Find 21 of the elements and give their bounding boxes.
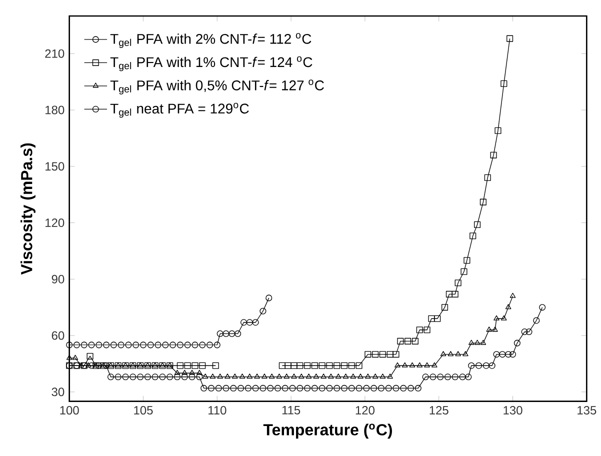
x-tick-label: 100 [60, 406, 79, 415]
x-tick-label: 120 [356, 406, 374, 415]
x-tick-label: 115 [282, 406, 300, 414]
x-tick-label: 125 [430, 406, 448, 415]
x-axis-title: Temperature ($^{o}$C) [263, 424, 392, 439]
x-tick-label: 110 [208, 406, 226, 415]
y-tick-label: 90 [52, 274, 64, 284]
x-tick-label: 130 [504, 406, 522, 415]
y-axis-title: Viscosity (mPa.s) [20, 143, 36, 275]
legend-label: T$_{gel}$ PFA with 2% CNT-f= 112 $^{o}$C [110, 33, 312, 48]
y-tick-label: 30 [52, 388, 64, 396]
y-tick-label: 180 [46, 106, 64, 114]
x-tick-label: 135 [578, 406, 596, 415]
y-tick-label: 210 [45, 49, 64, 58]
legend-label: T$_{gel}$ PFA with 0,5% CNT-f= 127 $^{o}$C [110, 80, 324, 94]
y-tick-label: 120 [46, 218, 64, 228]
y-tick-label: 60 [52, 331, 64, 340]
legend-label: T$_{gel}$ PFA with 1% CNT-f= 124 $^{o}$C [110, 56, 312, 72]
legend-label: T$_{gel}$ neat PFA = 129$^{o}$C [110, 102, 249, 118]
y-tick-label: 150 [46, 162, 64, 171]
x-tick-label: 105 [134, 406, 153, 415]
